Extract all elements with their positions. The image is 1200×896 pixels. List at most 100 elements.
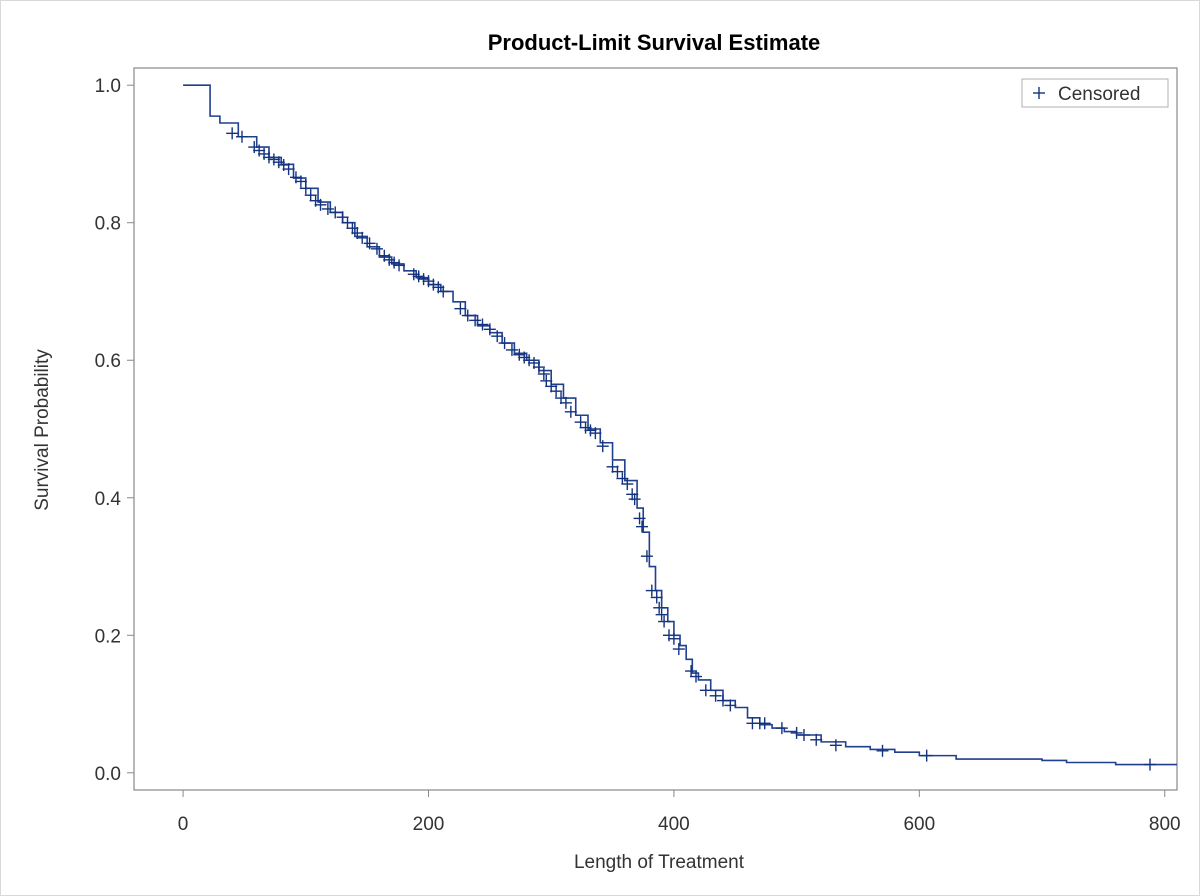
y-tick-label: 0.6: [95, 351, 121, 372]
censored-marker: [616, 472, 629, 485]
censored-marker: [640, 550, 653, 563]
x-tick-label: 400: [658, 814, 690, 835]
censored-marker: [775, 722, 788, 735]
survival-curve: [183, 84, 1177, 766]
censored-marker: [724, 699, 737, 712]
plot-area: [133, 67, 1178, 791]
censored-marker: [626, 488, 639, 501]
censored-marker: [523, 354, 536, 367]
censored-marker: [545, 380, 558, 393]
censored-marker: [363, 237, 376, 250]
y-tick-label: 0.0: [95, 764, 121, 785]
censored-marker: [407, 268, 420, 281]
x-tick-label: 800: [1149, 814, 1181, 835]
censored-marker: [412, 270, 425, 283]
censored-marker: [356, 231, 369, 244]
censored-marker: [427, 278, 440, 291]
censored-marker: [655, 608, 668, 621]
censored-marker: [248, 141, 261, 154]
censored-marker: [505, 343, 518, 356]
censored-marker: [606, 460, 619, 473]
censored-marker: [235, 130, 248, 143]
censored-marker: [476, 318, 489, 331]
censored-marker: [370, 242, 383, 255]
censored-marker: [797, 728, 810, 741]
censored-marker: [550, 385, 563, 398]
censored-marker: [532, 361, 545, 374]
censored-marker: [282, 163, 295, 176]
censored-marker: [564, 405, 577, 418]
censored-marker: [628, 493, 641, 506]
censored-marker: [672, 643, 685, 656]
censored-marker: [461, 309, 474, 322]
y-tick-label: 0.2: [95, 626, 121, 647]
censored-marker: [299, 182, 312, 195]
censored-marker: [483, 323, 496, 336]
censored-marker: [417, 273, 430, 286]
censored-marker: [383, 253, 396, 266]
legend-box: [1021, 78, 1169, 108]
censored-marker: [267, 153, 280, 166]
censored-marker: [321, 202, 334, 215]
y-tick-label: 0.8: [95, 214, 121, 235]
censored-marker: [589, 427, 602, 440]
censored-markers: [226, 127, 1157, 771]
censored-marker: [540, 374, 553, 387]
censored-marker: [611, 465, 624, 478]
censored-marker: [351, 227, 364, 240]
censored-marker: [685, 665, 698, 678]
censored-marker: [518, 351, 531, 364]
censored-marker: [537, 367, 550, 380]
censored-marker: [574, 416, 587, 429]
censored-marker: [653, 601, 666, 614]
censored-marker: [513, 348, 526, 361]
y-axis: 0.0 0.2 0.4 0.6 0.8 1.0: [95, 76, 134, 785]
censored-marker: [346, 222, 359, 235]
censored-marker: [498, 337, 511, 350]
censored-marker: [810, 733, 823, 746]
legend-censored-marker: [1033, 87, 1045, 99]
censored-marker: [584, 424, 597, 437]
legend-censored-label: Censored: [1058, 84, 1140, 105]
censored-marker: [829, 739, 842, 752]
censored-marker: [341, 216, 354, 229]
censored-marker: [596, 440, 609, 453]
censored-marker: [1144, 758, 1157, 771]
censored-marker: [469, 314, 482, 327]
censored-marker: [329, 206, 342, 219]
censored-marker: [437, 285, 450, 298]
x-tick-label: 600: [903, 814, 935, 835]
x-tick-label: 200: [413, 814, 445, 835]
censored-marker: [314, 198, 327, 211]
legend: Censored: [1021, 78, 1169, 108]
censored-marker: [709, 689, 722, 702]
censored-marker: [388, 256, 401, 269]
censored-marker: [491, 330, 504, 343]
censored-marker: [876, 744, 889, 757]
x-axis: 0 200 400 600 800: [178, 790, 1181, 835]
censored-marker: [559, 396, 572, 409]
censored-marker: [621, 478, 634, 491]
x-axis-label: Length of Treatment: [574, 852, 745, 873]
legend-plus-icon: [1033, 87, 1045, 99]
censored-marker: [336, 211, 349, 224]
censored-marker: [645, 584, 658, 597]
y-tick-label: 0.4: [95, 489, 122, 510]
chart-title: Product-Limit Survival Estimate: [488, 30, 821, 55]
censored-marker: [272, 156, 285, 169]
y-axis-label: Survival Probability: [32, 349, 53, 511]
censored-marker: [790, 726, 803, 739]
censored-marker: [226, 127, 239, 140]
censored-marker: [579, 421, 592, 434]
censored-marker: [658, 615, 671, 628]
censored-marker: [454, 302, 467, 315]
censored-marker: [633, 512, 646, 525]
censored-marker: [650, 591, 663, 604]
y-tick-label: 1.0: [95, 76, 121, 97]
censored-marker: [667, 632, 680, 645]
censored-marker: [294, 175, 307, 188]
censored-marker: [689, 670, 702, 683]
censored-marker: [262, 151, 275, 164]
